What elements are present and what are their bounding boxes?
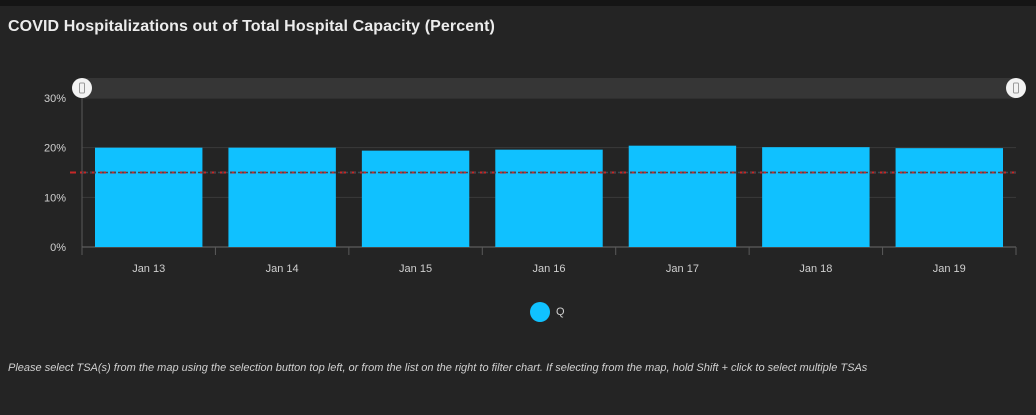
y-tick-label: 0% [50, 242, 66, 254]
x-tick-label: Jan 19 [933, 263, 966, 275]
panel-top-border [0, 0, 1036, 6]
handle-grip-icon [1013, 82, 1019, 94]
chart-title: COVID Hospitalizations out of Total Hosp… [8, 18, 495, 35]
handle-grip-icon [79, 82, 85, 94]
x-tick-label: Jan 15 [399, 263, 432, 275]
bar[interactable] [762, 147, 870, 247]
x-tick-label: Jan 17 [666, 263, 699, 275]
tick-labels: 0% 10% 20% 30% Jan 13 Jan 14 Jan 15 Jan 16 Jan 1… [44, 93, 966, 275]
legend-swatch[interactable] [530, 302, 550, 322]
bar[interactable] [95, 147, 203, 247]
bar[interactable] [628, 145, 737, 247]
range-slider-handle-left[interactable] [72, 78, 92, 98]
x-tick-label: Jan 13 [132, 263, 165, 275]
x-tick-label: Jan 14 [266, 263, 299, 275]
x-tick-label: Jan 18 [799, 263, 832, 275]
legend[interactable]: Q [530, 302, 565, 322]
bar[interactable] [361, 150, 470, 247]
y-tick-label: 10% [44, 192, 66, 204]
bar[interactable] [895, 148, 1003, 247]
legend-label: Q [556, 306, 565, 318]
y-tick-label: 20% [44, 143, 66, 155]
range-slider[interactable] [72, 78, 1026, 98]
bar[interactable] [495, 149, 603, 247]
range-slider-handle-right[interactable] [1006, 78, 1026, 98]
instruction-text: Please select TSA(s) from the map using … [8, 362, 868, 374]
y-tick-label: 30% [44, 93, 66, 105]
x-tick-label: Jan 16 [532, 263, 565, 275]
range-slider-track[interactable] [82, 78, 1016, 98]
bar[interactable] [228, 147, 336, 247]
bars [95, 145, 1003, 247]
